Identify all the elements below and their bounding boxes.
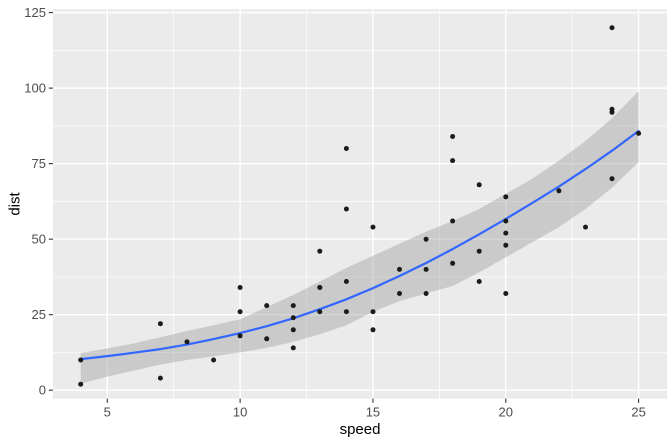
data-point [343, 206, 349, 212]
data-point [450, 260, 456, 266]
data-point [343, 309, 349, 315]
data-point [450, 158, 456, 164]
data-point [503, 218, 509, 224]
data-point [476, 279, 482, 284]
data-point [423, 291, 429, 296]
data-point [78, 357, 84, 363]
data-point [450, 134, 456, 139]
x-tick-label: 20 [499, 405, 513, 420]
data-point [503, 230, 509, 236]
data-point [397, 266, 402, 272]
x-axis-title: speed [339, 421, 381, 438]
x-tick-label: 10 [233, 405, 247, 420]
y-tick-label: 125 [24, 5, 46, 20]
data-point [290, 345, 296, 351]
y-tick-label: 0 [39, 383, 46, 398]
y-tick-label: 50 [32, 232, 46, 247]
data-point [636, 130, 642, 136]
data-point [157, 321, 163, 327]
data-point [317, 309, 323, 315]
data-point [211, 357, 217, 363]
data-point [264, 336, 270, 342]
data-point [609, 176, 615, 182]
data-point [423, 236, 429, 242]
data-point [78, 381, 84, 387]
smooth-line [79, 129, 640, 361]
y-axis-title: dist [6, 192, 24, 216]
data-point [157, 375, 163, 381]
data-point [237, 285, 243, 290]
data-point [370, 224, 376, 230]
data-point [264, 303, 270, 309]
data-point [237, 309, 243, 315]
data-point [397, 291, 402, 296]
data-point [317, 285, 323, 290]
y-tick-label: 100 [24, 81, 46, 96]
data-point [476, 182, 482, 188]
data-point [317, 248, 323, 254]
data-point [370, 309, 376, 315]
data-point [184, 339, 190, 345]
data-point [423, 266, 429, 272]
data-point [476, 248, 482, 254]
data-point [290, 303, 296, 309]
x-tick-label: 25 [631, 405, 645, 420]
data-point [503, 194, 509, 200]
y-tick-label: 75 [32, 156, 46, 171]
data-point [343, 146, 349, 151]
data-point [343, 279, 349, 284]
x-tick-label: 15 [366, 405, 380, 420]
data-point [556, 188, 562, 194]
confidence-band [80, 91, 639, 384]
data-point [237, 333, 243, 339]
data-point [583, 224, 588, 230]
x-tick-label: 5 [104, 405, 111, 420]
data-point [370, 327, 376, 333]
data-point [609, 106, 615, 112]
data-point [503, 291, 509, 296]
data-point [290, 315, 296, 321]
data-point [503, 242, 509, 248]
data-point [450, 218, 456, 224]
y-tick-label: 25 [32, 307, 46, 322]
data-point [290, 327, 296, 333]
data-point [609, 25, 615, 31]
plot-panel [53, 9, 667, 399]
